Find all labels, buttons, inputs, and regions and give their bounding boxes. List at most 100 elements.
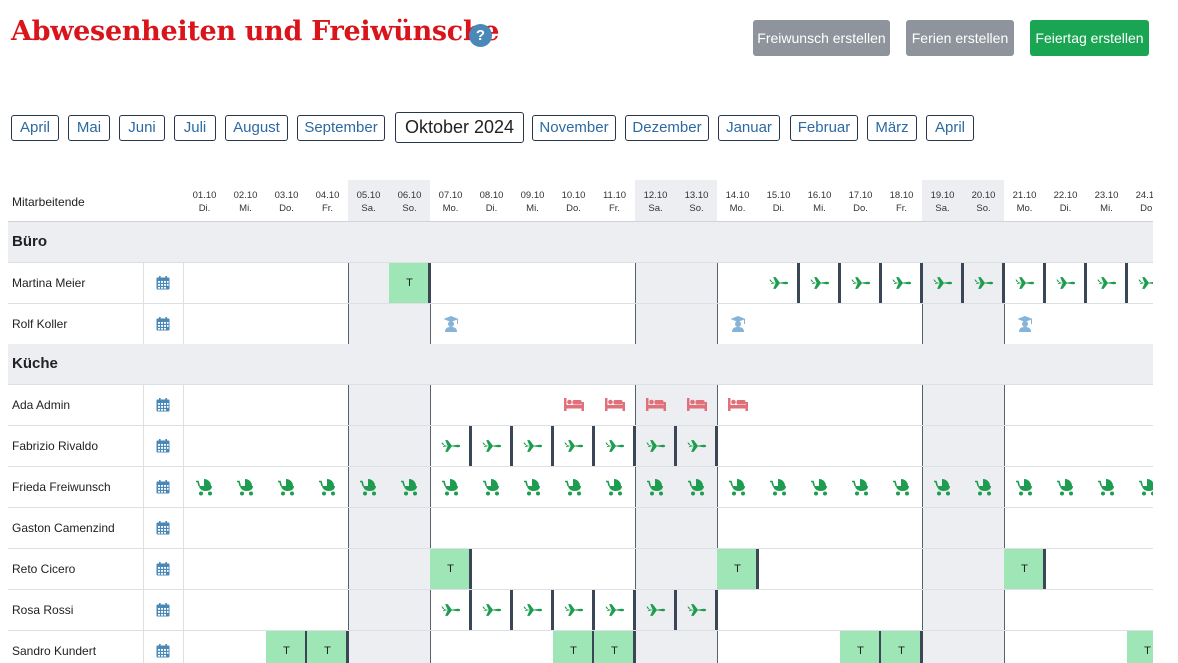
stroller-icon[interactable] (635, 478, 676, 496)
bed-icon[interactable] (635, 396, 676, 414)
stroller-icon[interactable] (348, 478, 389, 496)
desired-day-off-block[interactable]: T (881, 631, 922, 663)
stroller-icon[interactable] (717, 478, 758, 496)
desired-day-off-block[interactable]: T (430, 549, 471, 589)
week-divider (430, 467, 431, 507)
plane-icon[interactable] (1045, 274, 1086, 292)
plane-icon[interactable] (512, 437, 553, 455)
month-september[interactable]: September (297, 115, 385, 141)
calendar-icon[interactable] (156, 398, 170, 412)
employee-name: Sandro Kundert (12, 644, 97, 658)
plane-icon[interactable] (676, 601, 717, 619)
calendar-icon[interactable] (156, 439, 170, 453)
desired-day-off-block[interactable]: T (1004, 549, 1045, 589)
school-icon[interactable] (717, 315, 758, 333)
plane-icon[interactable] (430, 437, 471, 455)
stroller-icon[interactable] (676, 478, 717, 496)
plane-icon[interactable] (1127, 274, 1153, 292)
day-column-header: 01.10 Di. (184, 180, 225, 222)
desired-day-off-block[interactable]: T (1127, 631, 1153, 663)
calendar-icon[interactable] (156, 603, 170, 617)
stroller-icon[interactable] (184, 478, 225, 496)
plane-icon[interactable] (635, 437, 676, 455)
plane-icon[interactable] (512, 601, 553, 619)
stroller-icon[interactable] (266, 478, 307, 496)
plane-icon[interactable] (635, 601, 676, 619)
school-icon[interactable] (1004, 315, 1045, 333)
month-dezember[interactable]: Dezember (625, 115, 709, 141)
plane-icon[interactable] (594, 601, 635, 619)
desired-day-off-block[interactable]: T (389, 263, 430, 303)
bed-icon[interactable] (717, 396, 758, 414)
stroller-icon[interactable] (1086, 478, 1127, 496)
stroller-icon[interactable] (922, 478, 963, 496)
plane-icon[interactable] (840, 274, 881, 292)
day-date: 21.10 (1012, 190, 1037, 201)
calendar-icon[interactable] (156, 521, 170, 535)
help-icon[interactable]: ? (469, 24, 492, 47)
plane-icon[interactable] (676, 437, 717, 455)
stroller-icon[interactable] (225, 478, 266, 496)
plane-icon[interactable] (471, 437, 512, 455)
stroller-icon[interactable] (512, 478, 553, 496)
calendar-icon[interactable] (156, 317, 170, 331)
stroller-icon[interactable] (881, 478, 922, 496)
plane-icon[interactable] (471, 601, 512, 619)
desired-day-off-block[interactable]: T (266, 631, 307, 663)
plane-icon[interactable] (1086, 274, 1127, 292)
plane-icon[interactable] (594, 437, 635, 455)
month-februar[interactable]: Februar (790, 115, 858, 141)
month-mai[interactable]: Mai (68, 115, 110, 141)
desired-day-off-block[interactable]: T (553, 631, 594, 663)
calendar-icon[interactable] (156, 276, 170, 290)
stroller-icon[interactable] (430, 478, 471, 496)
plane-icon[interactable] (553, 437, 594, 455)
feiertag-erstellen-button[interactable]: Feiertag erstellen (1030, 20, 1149, 56)
month-maerz[interactable]: März (867, 115, 917, 141)
day-column-header: 10.10 Do. (553, 180, 594, 222)
stroller-icon[interactable] (471, 478, 512, 496)
stroller-icon[interactable] (1045, 478, 1086, 496)
bed-icon[interactable] (594, 396, 635, 414)
calendar-icon[interactable] (156, 644, 170, 658)
month-april[interactable]: April (11, 115, 59, 141)
month-juli[interactable]: Juli (174, 115, 216, 141)
ferien-erstellen-button[interactable]: Ferien erstellen (906, 20, 1014, 56)
month-august[interactable]: August (225, 115, 288, 141)
calendar-icon[interactable] (156, 562, 170, 576)
desired-day-off-block[interactable]: T (717, 549, 758, 589)
stroller-icon[interactable] (594, 478, 635, 496)
stroller-icon[interactable] (553, 478, 594, 496)
school-icon[interactable] (430, 315, 471, 333)
stroller-icon[interactable] (1127, 478, 1153, 496)
plane-icon[interactable] (799, 274, 840, 292)
stroller-icon[interactable] (799, 478, 840, 496)
stroller-icon[interactable] (1004, 478, 1045, 496)
stroller-icon[interactable] (840, 478, 881, 496)
freiwunsch-erstellen-button[interactable]: Freiwunsch erstellen (753, 20, 890, 56)
desired-day-off-block[interactable]: T (307, 631, 348, 663)
plane-icon[interactable] (922, 274, 963, 292)
week-divider (430, 631, 431, 663)
plane-icon[interactable] (1004, 274, 1045, 292)
month-oktober-2024[interactable]: Oktober 2024 (395, 112, 524, 143)
calendar-icon[interactable] (156, 480, 170, 494)
desired-day-off-block[interactable]: T (840, 631, 881, 663)
bed-icon[interactable] (553, 396, 594, 414)
stroller-icon[interactable] (389, 478, 430, 496)
plane-icon[interactable] (758, 274, 799, 292)
month-april-next[interactable]: April (926, 115, 974, 141)
month-januar[interactable]: Januar (718, 115, 780, 141)
plane-icon[interactable] (963, 274, 1004, 292)
month-juni[interactable]: Juni (119, 115, 165, 141)
plane-icon[interactable] (881, 274, 922, 292)
stroller-icon[interactable] (307, 478, 348, 496)
plane-icon[interactable] (430, 601, 471, 619)
stroller-icon[interactable] (963, 478, 1004, 496)
desired-day-off-block[interactable]: T (594, 631, 635, 663)
bed-icon[interactable] (676, 396, 717, 414)
employee-row: Rosa Rossi (8, 589, 1153, 630)
plane-icon[interactable] (553, 601, 594, 619)
stroller-icon[interactable] (758, 478, 799, 496)
month-november[interactable]: November (532, 115, 616, 141)
